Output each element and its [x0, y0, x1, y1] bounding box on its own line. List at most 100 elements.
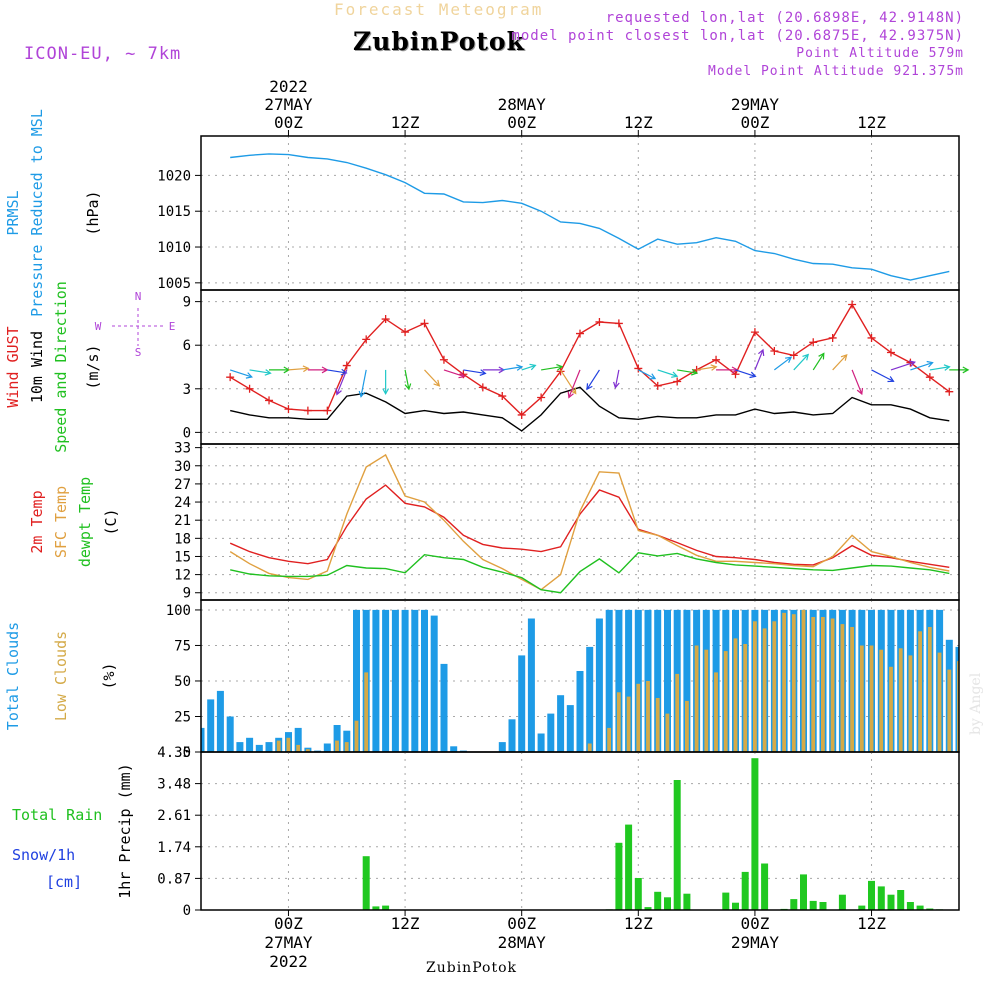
- precip-bar: [868, 880, 875, 910]
- time-axis-top-label: 00Z: [274, 113, 303, 132]
- precip-bar: [761, 863, 769, 910]
- wind-ytick-label: 6: [183, 338, 191, 354]
- wind-direction-arrow: [871, 369, 894, 382]
- wind-direction-arrow: [793, 354, 809, 371]
- clouds-bar: [664, 609, 671, 752]
- wind-gust-marker: [401, 328, 410, 337]
- clouds-bar: [625, 609, 633, 752]
- clouds-bar: [908, 655, 913, 752]
- time-axis-top-label: 2022: [269, 77, 308, 96]
- wind-direction-arrow: [890, 361, 916, 371]
- wind-direction-arrowhead: [613, 381, 620, 389]
- clouds-bar: [306, 749, 310, 752]
- compass-east: E: [169, 320, 176, 333]
- time-axis-top-label: 12Z: [857, 113, 886, 132]
- clouds-bar: [421, 609, 428, 752]
- wind-gust-marker: [828, 333, 837, 342]
- wind-direction-arrow: [502, 366, 523, 371]
- wind-direction-arrow: [288, 367, 309, 371]
- wind-direction-arrowhead: [926, 360, 934, 368]
- clouds-bar: [605, 609, 613, 752]
- wind-direction-arrow: [360, 369, 367, 397]
- clouds-bar: [335, 740, 339, 752]
- pressure-ytick-label: 1020: [157, 168, 191, 184]
- clouds-bar: [634, 609, 642, 752]
- clouds-bar: [607, 727, 611, 752]
- temperature-ytick-label: 24: [174, 495, 191, 511]
- wind-gust-marker: [478, 383, 487, 392]
- clouds-bar: [265, 742, 273, 752]
- time-axis-bottom-label: 00Z: [274, 914, 303, 933]
- precip-axis-label: Snow/1h: [12, 846, 75, 864]
- pressure-ytick-label: 1015: [157, 204, 191, 220]
- clouds-bar: [508, 719, 516, 752]
- clouds-bar: [957, 661, 959, 752]
- wind-series-line: [230, 386, 950, 432]
- time-axis-top-label: 27MAY: [264, 95, 313, 114]
- pressure-axis-label: PRMSL: [4, 190, 22, 235]
- precip-bar: [732, 902, 739, 910]
- clouds-bar: [323, 743, 331, 752]
- wind-axis-label: 10m Wind: [28, 331, 46, 403]
- wind-direction-arrow: [657, 369, 678, 377]
- wind-direction-arrowhead: [908, 360, 916, 367]
- wind-axis-label: (m/s): [84, 344, 102, 389]
- wind-series-line: [229, 303, 950, 416]
- wind-direction-arrow: [229, 369, 252, 378]
- clouds-bar: [537, 733, 545, 752]
- precip-bar: [625, 824, 633, 910]
- clouds-bar: [615, 609, 623, 752]
- wind-gust-marker: [867, 333, 876, 342]
- wind-direction-arrow: [638, 369, 656, 380]
- clouds-bar: [576, 671, 584, 752]
- clouds-bar: [557, 695, 565, 752]
- wind-ytick-label: 3: [183, 382, 191, 398]
- wind-direction-arrowhead: [567, 391, 574, 399]
- clouds-bar: [927, 627, 932, 752]
- clouds-bar: [626, 696, 631, 752]
- clouds-bar: [782, 612, 786, 752]
- wind-direction-arrowhead: [321, 366, 329, 374]
- clouds-bar: [382, 609, 390, 752]
- precip-ytick-label: 0: [183, 903, 191, 919]
- clouds-bar: [344, 742, 349, 752]
- clouds-bar: [654, 609, 662, 752]
- clouds-bar: [353, 609, 360, 752]
- precip-bar: [741, 871, 749, 910]
- compass-north: N: [135, 290, 142, 303]
- wind-direction-arrowhead: [529, 363, 537, 371]
- time-axis-top-label: 00Z: [507, 113, 536, 132]
- time-axis-bottom-label: 00Z: [507, 914, 536, 933]
- precip-bar: [819, 902, 827, 910]
- clouds-bar: [430, 615, 438, 752]
- temperature-ytick-label: 30: [174, 459, 191, 475]
- wind-gust-marker: [576, 329, 584, 338]
- clouds-bar: [440, 663, 448, 752]
- wind-gust-marker: [945, 387, 954, 396]
- wind-direction-arrow: [521, 364, 536, 371]
- clouds-bar: [733, 638, 738, 752]
- wind-gust-marker: [537, 393, 546, 402]
- clouds-bar: [879, 649, 884, 752]
- wind-direction-arrowhead: [818, 352, 825, 360]
- clouds-bar: [364, 672, 369, 752]
- wind-direction-arrow: [677, 369, 697, 374]
- wind-direction-arrow: [910, 362, 933, 371]
- clouds-bar: [294, 727, 302, 752]
- wind-direction-arrowhead: [556, 364, 564, 371]
- clouds-bar: [450, 746, 458, 752]
- clouds-bar: [518, 655, 526, 752]
- wind-direction-arrowhead: [887, 376, 895, 383]
- wind-direction-arrowhead: [586, 383, 593, 391]
- clouds-bar: [811, 617, 816, 752]
- precip-bar: [790, 899, 798, 910]
- wind-gust-marker: [517, 410, 526, 419]
- time-axis-bottom-label: 2022: [269, 952, 308, 971]
- temperature-series-line: [229, 453, 950, 591]
- wind-gust-marker: [284, 405, 293, 414]
- clouds-bar: [236, 742, 244, 752]
- wind-direction-arrow: [404, 369, 410, 390]
- precip-bar: [906, 902, 914, 910]
- wind-gust-marker: [595, 317, 604, 326]
